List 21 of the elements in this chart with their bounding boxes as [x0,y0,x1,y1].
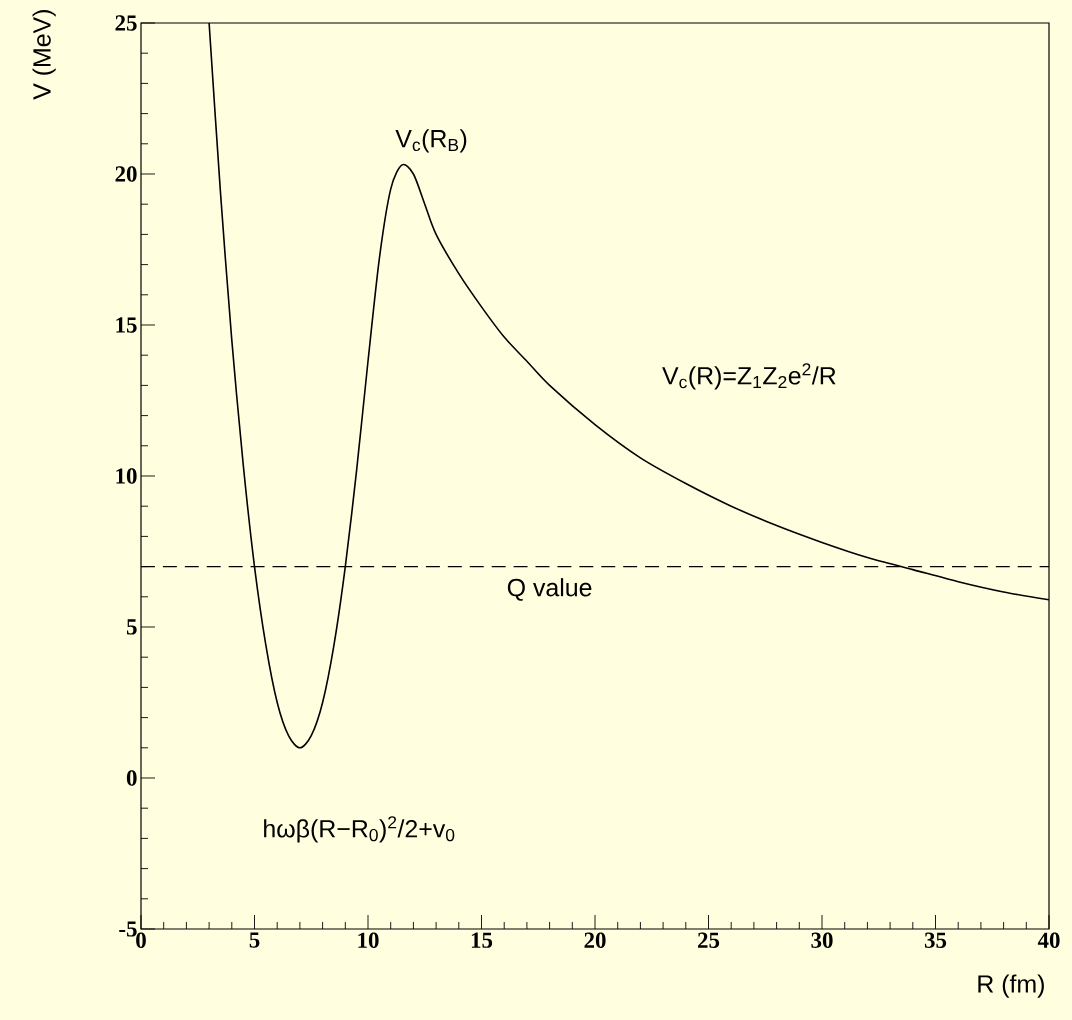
ref-line-label: Q value [507,578,592,601]
x-tick-label: 40 [1037,932,1060,948]
y-tick-label: 10 [116,468,137,484]
x-tick-label: 20 [584,932,606,948]
annotation: hωβ(R−R$_{0}$)$^{2}$/2+v$_{0}$ [264,816,455,843]
annotation: V$_{c}$(R$_{B}$) [395,129,467,153]
y-tick-label: 0 [126,770,137,786]
x-tick-label: 35 [924,932,947,948]
x-tick-label: 25 [698,932,720,948]
x-tick-label: 5 [249,932,260,948]
x-axis-title: R (fm) [978,974,1044,998]
y-tick-label: 20 [115,166,137,182]
y-tick-label: 25 [115,15,137,31]
text: V$_{c}$(R)=Z$_{1}$Z$_{2}$e$^{2}$/R [662,363,836,390]
x-tick-label: 30 [811,932,833,948]
y-tick-label: 5 [126,619,137,635]
x-tick-label: 10 [358,932,379,948]
x-tick-label: 15 [471,932,493,948]
y-tick-label: -5 [119,921,137,937]
y-tick-label: 15 [116,317,137,333]
y-axis-title: V (MeV) [32,10,56,100]
